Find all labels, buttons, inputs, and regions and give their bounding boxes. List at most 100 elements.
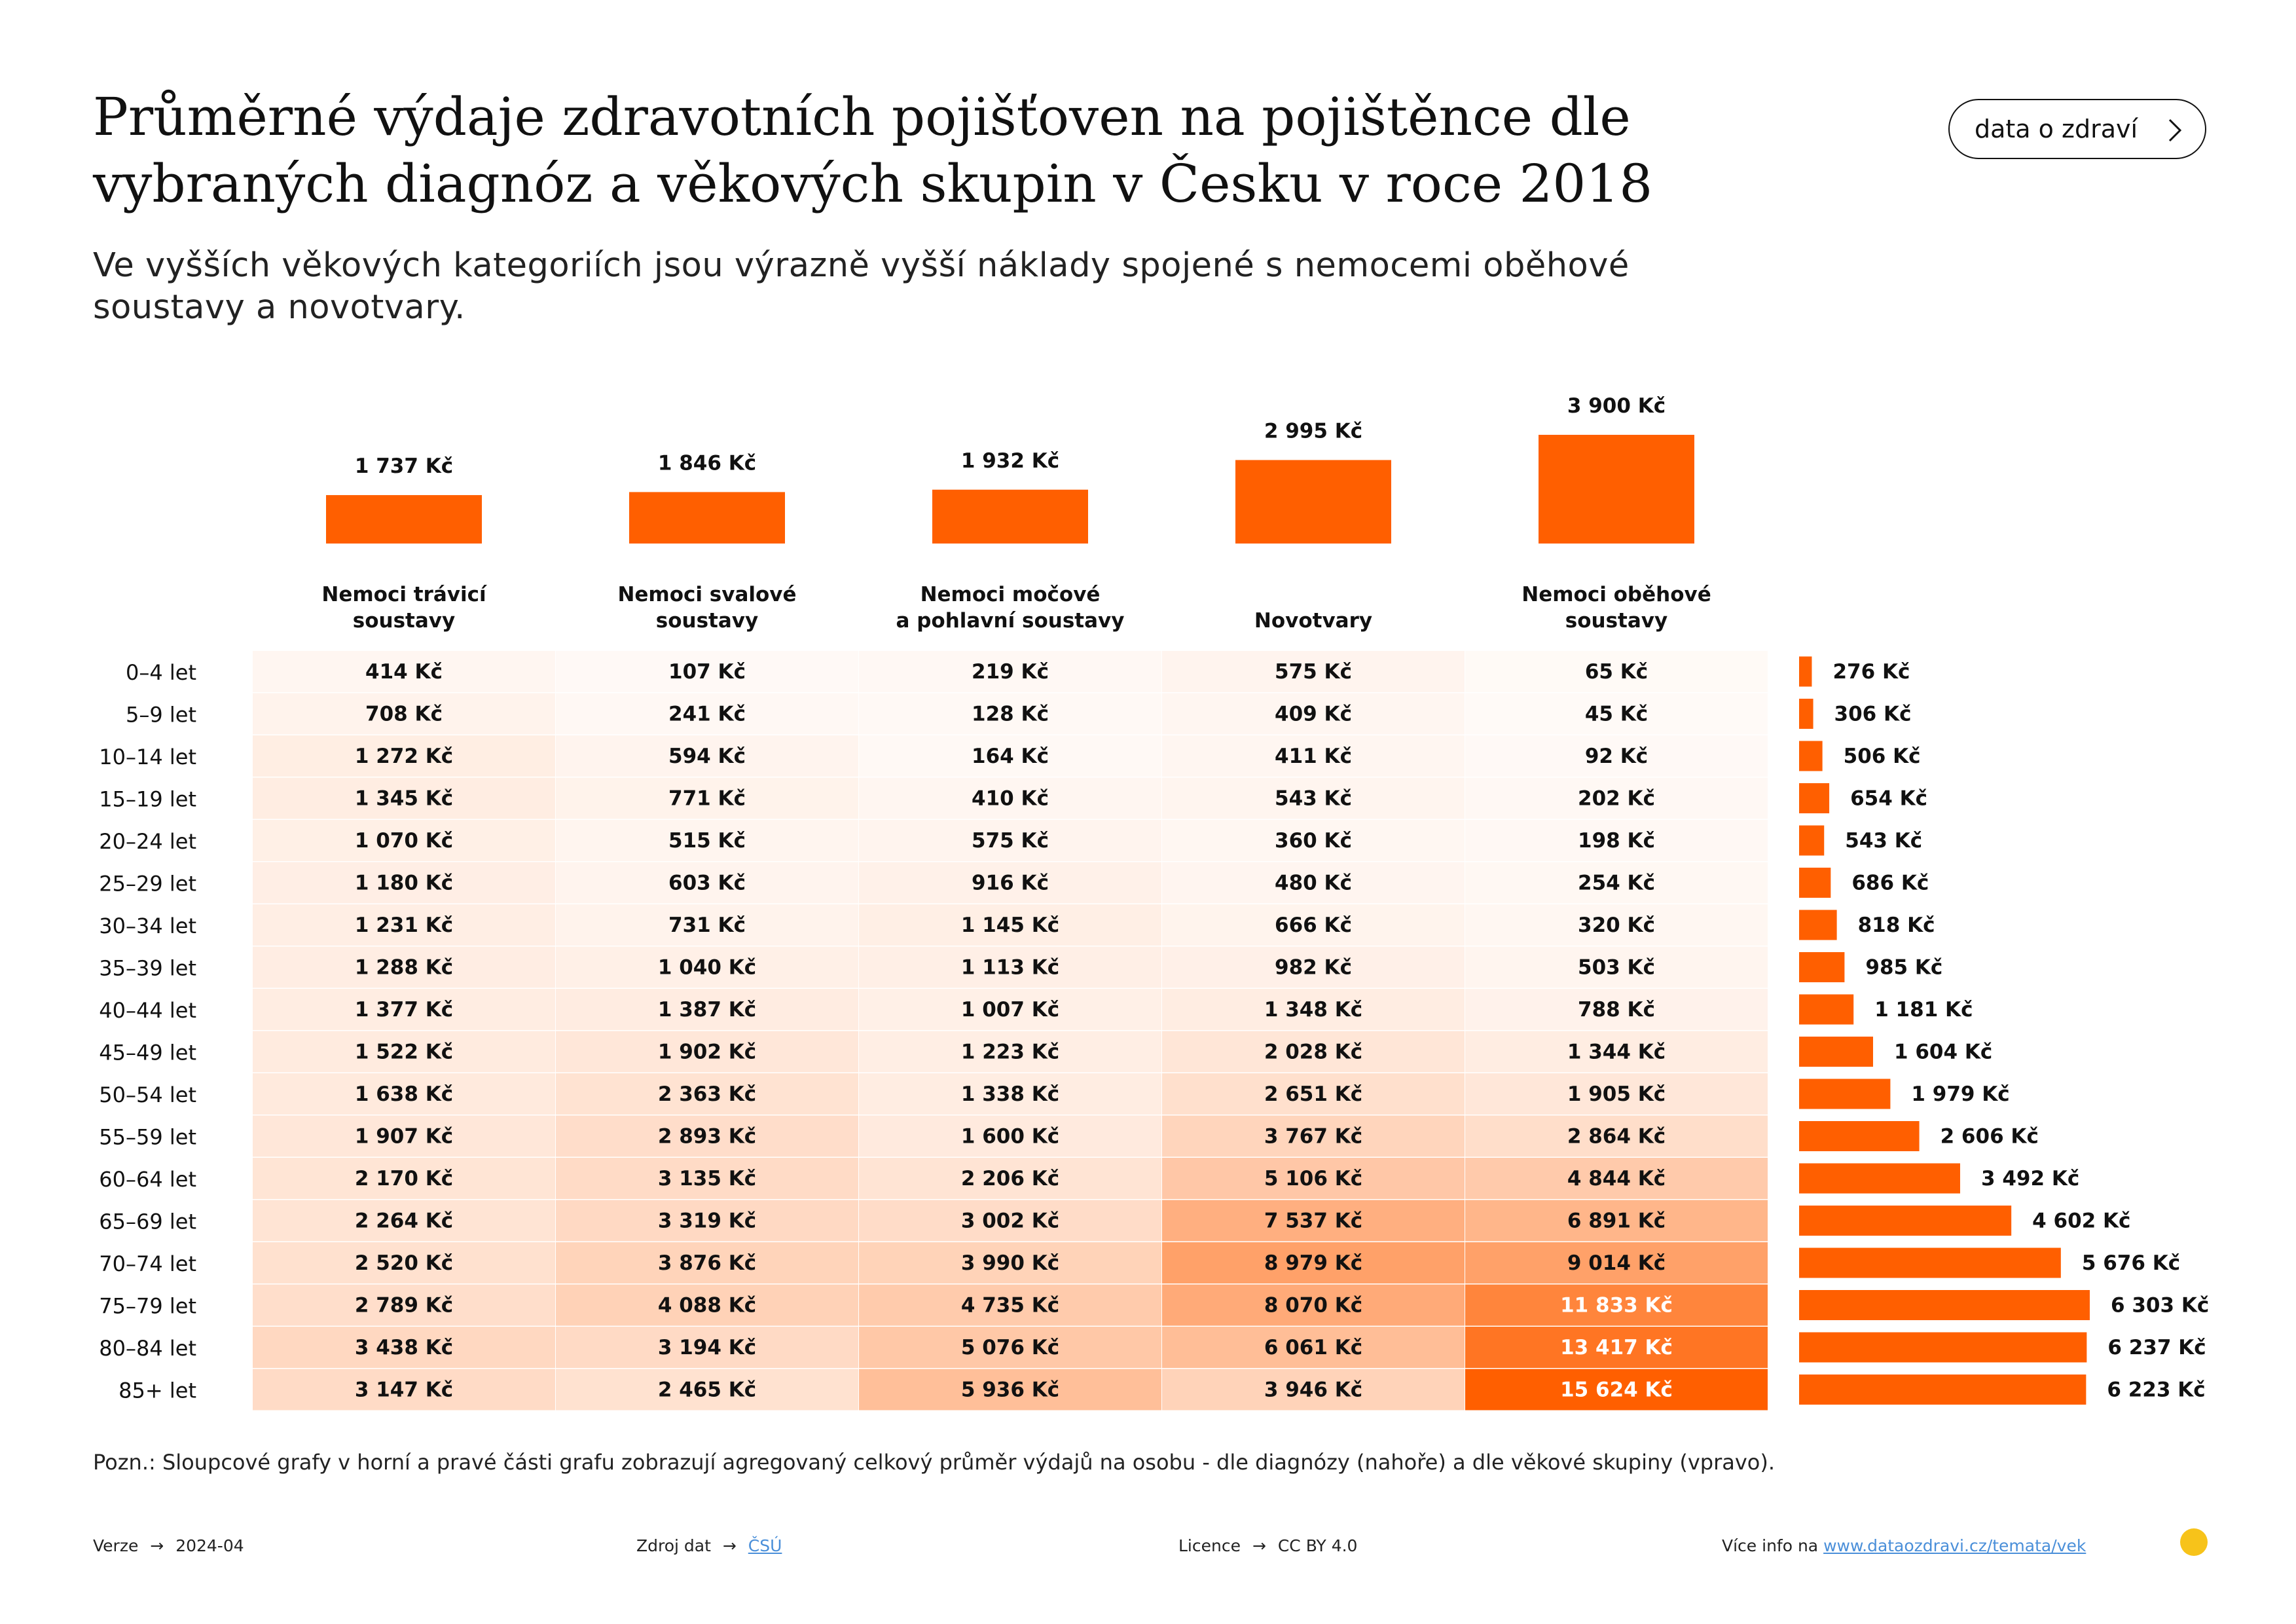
top-bar-label: 1 932 Kč	[961, 449, 1059, 473]
cell-label: 65 Kč	[1585, 660, 1648, 684]
cell-label: 1 231 Kč	[355, 913, 453, 937]
cell-label: 1 223 Kč	[961, 1041, 1059, 1064]
heat-cell	[1162, 989, 1465, 1030]
heat-cell	[253, 651, 555, 692]
heat-cell	[1465, 651, 1768, 692]
heat-cell	[253, 989, 555, 1030]
heat-cell	[253, 1284, 555, 1326]
heat-cell	[253, 904, 555, 946]
cell-label: 1 387 Kč	[658, 998, 756, 1022]
cell-label: 3 946 Kč	[1264, 1378, 1362, 1402]
row-label: 70–74 let	[99, 1251, 196, 1276]
right-bar	[1799, 825, 1825, 856]
heatmap-cells: 414 Kč 107 Kč 219 Kč 575 Kč 65 Kč 708 Kč 241 K…	[253, 651, 1768, 1411]
heat-cell	[253, 1369, 555, 1411]
heat-cell	[1162, 693, 1465, 735]
heat-cell	[1162, 1242, 1465, 1283]
row-label: 40–44 let	[99, 998, 196, 1023]
source-link[interactable]: ČSÚ	[748, 1536, 782, 1555]
row-label: 5–9 let	[126, 703, 196, 728]
license-value: CC BY 4.0	[1277, 1536, 1358, 1555]
cell-label: 1 638 Kč	[355, 1082, 453, 1106]
heat-cell	[1465, 989, 1768, 1030]
right-bar-label: 506 Kč	[1844, 745, 1921, 768]
cell-label: 1 145 Kč	[961, 913, 1059, 937]
right-bar	[1799, 699, 1813, 729]
cell-label: 2 893 Kč	[658, 1125, 756, 1149]
heat-cell	[1465, 904, 1768, 946]
row-label: 60–64 let	[99, 1167, 196, 1192]
cell-label: 666 Kč	[1275, 913, 1352, 937]
heat-cell	[1162, 1200, 1465, 1242]
more-info-label: Více info na	[1722, 1536, 1819, 1555]
chart-note: Pozn.: Sloupcové grafy v horní a pravé č…	[93, 1450, 1776, 1475]
cell-label: 5 076 Kč	[961, 1336, 1059, 1359]
subtitle-line-1: Ve vyšších věkových kategoriích jsou výr…	[93, 246, 1630, 285]
cell-label: 7 537 Kč	[1264, 1209, 1362, 1233]
cell-label: 480 Kč	[1275, 872, 1352, 895]
heat-cell	[859, 946, 1161, 988]
heat-cell	[1162, 862, 1465, 904]
cell-label: 3 147 Kč	[355, 1378, 453, 1402]
heat-cell	[253, 1115, 555, 1157]
cell-label: 1 348 Kč	[1264, 998, 1362, 1022]
top-bar-chart: 1 737 Kč 1 846 Kč 1 932 Kč 2 995 Kč 3 900 Kč	[326, 394, 1694, 544]
title-line-1: Průměrné výdaje zdravotních pojišťoven n…	[93, 86, 1631, 147]
heat-cell	[859, 777, 1161, 819]
brand-link-button[interactable]: data o zdraví	[1948, 99, 2206, 159]
heat-cell	[859, 904, 1161, 946]
right-bar	[1799, 952, 1845, 982]
cell-label: 1 377 Kč	[355, 998, 453, 1022]
heat-cell	[253, 1158, 555, 1199]
column-header: Novotvary	[1254, 609, 1372, 633]
row-label: 30–34 let	[99, 913, 196, 938]
row-label: 10–14 let	[99, 745, 196, 769]
heat-cell	[1162, 735, 1465, 777]
cell-label: 8 070 Kč	[1264, 1294, 1362, 1318]
cell-label: 515 Kč	[668, 829, 746, 853]
right-bar-label: 1 181 Kč	[1874, 998, 1973, 1022]
row-label: 75–79 let	[99, 1294, 196, 1319]
cell-label: 5 106 Kč	[1264, 1167, 1362, 1190]
cell-label: 503 Kč	[1578, 956, 1655, 980]
heat-cell	[556, 904, 858, 946]
heatmap-chart: 1 737 Kč 1 846 Kč 1 932 Kč 2 995 Kč 3 900 Kč…	[99, 394, 2209, 1411]
heat-cell	[1162, 651, 1465, 692]
chevron-right-icon	[2164, 119, 2185, 142]
right-bar	[1799, 910, 1837, 940]
heat-cell	[556, 651, 858, 692]
right-bar-label: 985 Kč	[1865, 956, 1942, 980]
heat-cell	[556, 1200, 858, 1242]
cell-label: 1 040 Kč	[658, 956, 756, 980]
cell-label: 2 651 Kč	[1264, 1082, 1362, 1106]
right-bar-label: 686 Kč	[1851, 872, 1929, 895]
heat-cell	[859, 735, 1161, 777]
cell-label: 6 061 Kč	[1264, 1336, 1362, 1359]
heat-cell	[253, 1073, 555, 1115]
column-header: a pohlavní soustavy	[896, 609, 1125, 633]
column-header: Nemoci močové	[920, 583, 1101, 606]
right-bar	[1799, 1037, 1873, 1067]
cell-label: 2 363 Kč	[658, 1082, 756, 1106]
heat-cell	[1465, 777, 1768, 819]
cell-label: 731 Kč	[668, 913, 746, 937]
cell-label: 254 Kč	[1578, 872, 1655, 895]
top-bar	[629, 492, 785, 544]
cell-label: 771 Kč	[668, 787, 746, 811]
column-headers: Nemoci trávicí soustavy Nemoci svalové sous…	[321, 583, 1711, 633]
cell-label: 603 Kč	[668, 872, 746, 895]
cell-label: 45 Kč	[1585, 703, 1648, 726]
right-bar	[1799, 994, 1854, 1025]
column-header: soustavy	[1565, 609, 1667, 633]
row-labels: 0–4 let 5–9 let 10–14 let 15–19 let 20–24 le…	[99, 660, 196, 1403]
right-bar-label: 4 602 Kč	[2032, 1209, 2130, 1233]
cell-label: 575 Kč	[1275, 660, 1352, 684]
heat-cell	[556, 946, 858, 988]
heat-cell	[859, 989, 1161, 1030]
cell-label: 2 206 Kč	[961, 1167, 1059, 1190]
top-bar	[1539, 435, 1694, 544]
right-bar	[1799, 741, 1823, 771]
row-label: 80–84 let	[99, 1336, 196, 1361]
right-bar-label: 2 606 Kč	[1941, 1125, 2039, 1149]
more-info-link[interactable]: www.dataozdravi.cz/temata/vek	[1823, 1536, 2086, 1555]
